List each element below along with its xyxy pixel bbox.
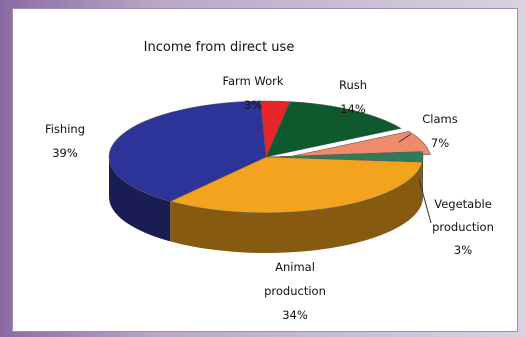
label-farm-work: Farm Work 3%	[222, 74, 283, 112]
label-clams: Clams 7%	[422, 112, 457, 150]
label-vegetable: Vegetable production 3%	[432, 197, 494, 257]
label-farm-work-value: 3%	[244, 98, 262, 112]
leader-vegetable	[418, 178, 432, 224]
pie-slices	[108, 100, 431, 254]
label-fishing-name: Fishing	[45, 122, 85, 136]
label-farm-work-name: Farm Work	[222, 74, 283, 88]
slice-side-3	[422, 157, 423, 203]
slice-side-5	[109, 157, 171, 242]
label-clams-name: Clams	[422, 112, 457, 126]
label-rush: Rush 14%	[339, 78, 367, 116]
slice-rush	[265, 101, 402, 158]
label-vegetable-name: Vegetable	[434, 197, 492, 211]
chart-panel: Income from direct use Farm Work 3% Rush…	[12, 8, 518, 332]
slice-fishing	[108, 100, 267, 202]
label-fishing: Fishing 39%	[45, 122, 85, 160]
label-animal-sub: production	[264, 284, 326, 298]
slice-side-4	[170, 162, 423, 254]
slice-animal-production	[169, 156, 423, 214]
label-rush-name: Rush	[339, 78, 367, 92]
label-rush-value: 14%	[340, 102, 366, 116]
label-clams-value: 7%	[431, 136, 449, 150]
label-vegetable-sub: production	[432, 220, 494, 234]
chart-title: Income from direct use	[144, 40, 295, 55]
label-animal-value: 34%	[282, 308, 308, 322]
label-fishing-value: 39%	[52, 146, 78, 160]
label-animal-name: Animal	[275, 260, 315, 274]
pie-chart: Income from direct use Farm Work 3% Rush…	[45, 40, 494, 322]
label-animal: Animal production 34%	[264, 260, 326, 322]
label-vegetable-value: 3%	[454, 243, 472, 257]
leader-clams	[398, 133, 412, 143]
